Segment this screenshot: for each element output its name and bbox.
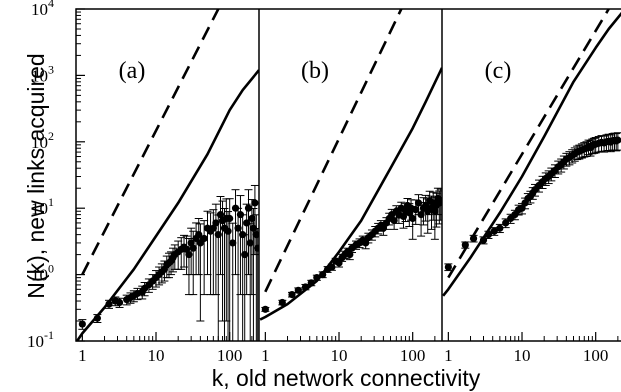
data-point [484,231,493,239]
y-tick-exponent: -1 [44,328,54,342]
data-point [288,290,296,299]
data-point [313,274,321,282]
y-tick-label: 101 [31,195,54,218]
x-tick-label: 100 [217,346,243,365]
data-point [502,219,510,227]
x-tick-label: 1 [78,346,87,365]
solid-line [259,67,442,321]
data-point [189,244,197,252]
data-point [496,224,504,232]
data-point [328,263,336,271]
data-point [379,224,387,232]
y-tick-label: 10-1 [27,328,54,351]
y-axis-title: N(k), new links acquired [23,53,49,298]
data-point [200,234,208,243]
panel-label: (a) [119,58,146,84]
data-point [115,298,124,307]
data-point [412,206,420,214]
data-point [234,224,242,232]
data-point [246,239,254,247]
data-point [469,234,478,243]
y-tick-label: 102 [31,129,54,152]
data-point [224,227,232,235]
panel-series [442,9,621,297]
data-point [248,214,256,223]
data-point [244,204,253,212]
solid-line [442,11,621,297]
panel-b: 1 10 100 (b) [258,9,442,365]
panel-label: (b) [301,58,329,84]
data-point [261,305,269,313]
x-tick-label: 10 [148,346,165,365]
y-tick-mantissa: 10 [31,133,48,152]
dashed-line [447,9,610,279]
y-tick-mantissa: 10 [27,332,44,351]
plot-frame [75,8,621,342]
panel-c: 1 10 100 (c) [441,9,621,365]
data-point [278,298,286,307]
y-tick-label: 103 [31,62,54,85]
data-point [241,251,249,259]
data-point [78,320,86,328]
data-point [212,219,220,227]
data-point [614,136,621,144]
data-point [294,286,302,294]
data-point [105,300,113,308]
panel-label: (c) [485,58,512,84]
x-tick-label: 100 [400,346,426,365]
data-point [409,214,417,223]
data-point [518,204,526,212]
data-point [229,239,237,247]
y-tick-mantissa: 10 [31,66,48,85]
data-point [437,197,442,205]
panel-series [259,9,442,321]
y-tick-label: 104 [31,0,54,19]
x-tick-label: 10 [331,346,348,365]
panel-series [76,9,259,341]
y-tick-exponent: 2 [48,129,54,143]
data-point [390,217,398,225]
data-point [251,199,259,207]
y-tick-mantissa: 10 [31,0,48,19]
data-point [254,244,259,252]
x-tick-label: 1 [261,346,270,365]
x-tick-label: 10 [514,346,531,365]
x-tick-label: 1 [444,346,453,365]
x-axis-title: k, old network connectivity [212,365,481,391]
y-tick-exponent: 4 [48,0,54,10]
panel-a: 1 10 100 (a) [76,9,259,365]
data-point [301,283,310,291]
x-tick-label: 100 [583,346,609,365]
y-tick-mantissa: 10 [31,266,48,285]
data-point [444,263,452,271]
y-tick-exponent: 1 [48,195,54,209]
solid-line [76,69,259,341]
dashed-line [264,9,403,293]
data-point [307,279,315,287]
data-point [93,314,101,322]
y-tick-exponent: 3 [48,62,54,76]
data-point [479,236,488,244]
data-point [226,214,234,223]
data-point [461,241,469,249]
dashed-line [81,9,220,276]
y-tick-label: 100 [31,262,54,285]
data-point [417,211,425,219]
y-tick-exponent: 0 [48,262,54,276]
y-tick-mantissa: 10 [31,199,48,218]
